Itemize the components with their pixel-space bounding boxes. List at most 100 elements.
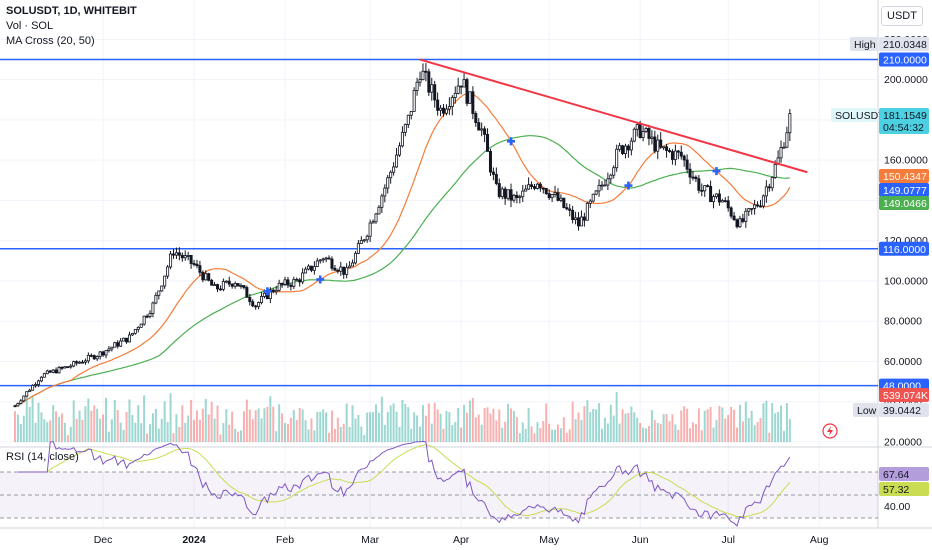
candle-body-181 — [544, 188, 548, 195]
candle-236 — [706, 184, 710, 188]
candle-84 — [260, 292, 264, 305]
volume-bar-96 — [295, 419, 298, 442]
candle-body-49 — [157, 290, 161, 296]
candle-252 — [753, 199, 757, 215]
candle-body-129 — [392, 166, 396, 173]
volume-bar-136 — [413, 412, 416, 442]
candle-body-196 — [588, 200, 592, 204]
candle-60 — [189, 254, 193, 269]
candle-body-171 — [515, 194, 519, 198]
volume-bar-131 — [398, 426, 401, 442]
candle-body-249 — [744, 210, 748, 222]
volume-bar-197 — [592, 408, 595, 442]
candle-246 — [735, 218, 739, 229]
candle-body-43 — [139, 323, 143, 328]
candle-238 — [712, 194, 716, 209]
candle-body-202 — [606, 178, 610, 186]
candle-121 — [368, 219, 372, 243]
volume-bar-82 — [254, 410, 257, 442]
candle-body-263 — [785, 132, 789, 148]
ma-cross-marker-3 — [624, 181, 633, 190]
candle-125 — [380, 193, 384, 213]
volume-indicator-label[interactable]: Vol · SOL — [6, 20, 54, 32]
volume-bar-212 — [636, 417, 639, 442]
candle-14 — [54, 367, 58, 374]
symbol-title[interactable]: SOLUSDT, 1D, WHITEBIT — [6, 5, 137, 17]
volume-bar-225 — [674, 424, 677, 442]
candle-body-217 — [650, 136, 654, 139]
volume-bar-106 — [325, 412, 328, 442]
candle-body-159 — [480, 128, 484, 131]
volume-bar-100 — [307, 429, 310, 442]
candle-body-108 — [330, 258, 334, 269]
ma-fast-tag-text: 150.4347 — [883, 171, 927, 183]
candle-109 — [333, 265, 337, 271]
candle-body-128 — [389, 171, 393, 179]
candle-88 — [271, 288, 275, 294]
candle-226 — [676, 149, 680, 160]
volume-bar-228 — [683, 406, 686, 442]
volume-bar-239 — [715, 420, 718, 442]
rsi-indicator-label[interactable]: RSI (14, close) — [6, 451, 79, 463]
candle-body-264 — [788, 113, 792, 134]
candle-body-247 — [738, 218, 742, 228]
candle-9 — [39, 376, 43, 383]
volume-bar-52 — [166, 422, 169, 442]
volume-bar-206 — [618, 423, 621, 442]
volume-bar-23 — [81, 419, 84, 442]
volume-bar-76 — [237, 431, 240, 442]
candle-body-5 — [28, 389, 32, 393]
candle-body-161 — [486, 134, 490, 152]
candle-body-200 — [600, 184, 604, 187]
candle-body-99 — [304, 268, 308, 274]
candle-48 — [154, 292, 158, 305]
candle-body-194 — [582, 216, 586, 221]
candle-258 — [770, 176, 774, 192]
candle-144 — [436, 92, 440, 116]
candle-body-133 — [403, 124, 407, 133]
candle-body-24 — [83, 360, 87, 363]
price-tick-80: 80.0000 — [884, 316, 922, 328]
volume-bar-201 — [603, 417, 606, 442]
candle-body-192 — [577, 217, 581, 227]
candle-78 — [242, 284, 246, 290]
volume-bar-46 — [149, 424, 152, 442]
candle-body-107 — [327, 257, 331, 260]
candle-38 — [125, 337, 129, 344]
volume-bar-70 — [219, 434, 222, 442]
volume-bar-74 — [231, 411, 234, 442]
candle-4 — [25, 391, 29, 398]
currency-button[interactable]: USDT — [881, 6, 923, 26]
candle-body-259 — [773, 164, 777, 178]
volume-bar-129 — [392, 403, 395, 442]
price-labels: High 210.0348 210.0000 SOLUSDT181.154904:54… — [822, 37, 929, 496]
candle-body-229 — [685, 159, 689, 170]
candle-175 — [527, 177, 531, 190]
candle-body-234 — [700, 189, 704, 192]
candle-212 — [635, 123, 639, 137]
volume-bar-246 — [736, 427, 739, 442]
candle-95 — [292, 276, 296, 290]
candle-body-72 — [224, 280, 228, 283]
candle-body-198 — [594, 190, 598, 195]
volume-bar-26 — [90, 410, 93, 442]
volume-bar-13 — [52, 405, 55, 442]
candle-153 — [462, 72, 466, 88]
candle-114 — [348, 261, 352, 269]
volume-bar-111 — [339, 427, 342, 442]
candle-130 — [395, 147, 399, 168]
candle-body-39 — [127, 334, 131, 343]
candle-208 — [623, 143, 627, 159]
volume-bar-69 — [216, 405, 219, 442]
candle-body-212 — [635, 124, 639, 130]
volume-bar-50 — [160, 418, 163, 442]
candle-body-30 — [101, 351, 105, 356]
candle-body-32 — [107, 348, 111, 351]
candle-52 — [166, 264, 170, 279]
ma-cross-indicator-label[interactable]: MA Cross (20, 50) — [6, 35, 95, 47]
candle-body-199 — [597, 184, 601, 192]
volume-bar-258 — [771, 403, 774, 442]
candle-body-177 — [532, 186, 536, 189]
candle-178 — [535, 182, 539, 190]
